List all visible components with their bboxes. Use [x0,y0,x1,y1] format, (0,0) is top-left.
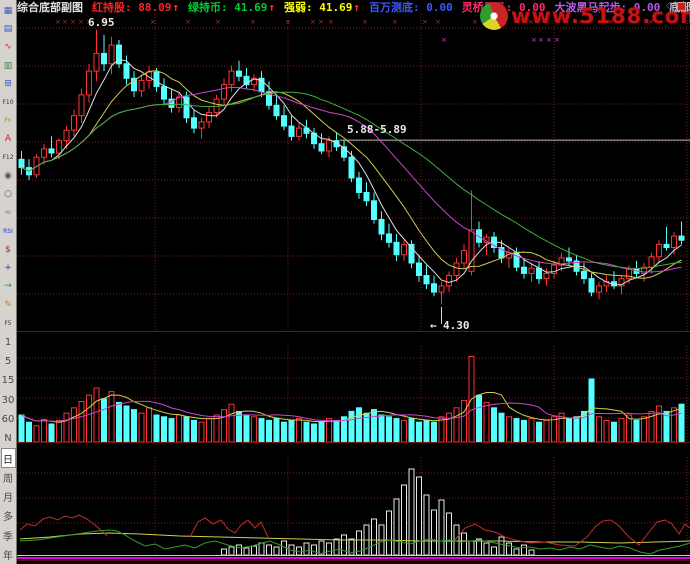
svg-text:×: × [441,36,447,44]
svg-text:×: × [578,18,584,26]
volume-chart[interactable] [17,346,690,442]
svg-text:×: × [435,18,441,26]
money-icon[interactable]: $ [5,244,11,255]
bottom-indicator-chart[interactable] [17,457,690,555]
svg-text:×: × [328,18,334,26]
annotation-neckline-price: 5.88-5.89 [347,123,407,136]
period-button-15[interactable]: 15 [1,375,15,387]
svg-text:×: × [554,36,560,44]
green-arrow-icon[interactable]: → [4,281,12,292]
red-hold-stock: 红持股: 88.09↑ [92,1,179,14]
svg-text:×: × [520,18,526,26]
period-button-季[interactable]: 季 [3,531,13,543]
svg-text:×: × [70,18,76,26]
svg-text:×: × [318,18,324,26]
amount-icon[interactable]: A [4,134,12,145]
svg-text:×: × [648,18,654,26]
svg-text:×: × [215,18,221,26]
period-button-1[interactable]: 1 [4,336,12,348]
bottom-divider-white [17,555,690,556]
period-button-30[interactable]: 30 [1,394,15,406]
move-cross-icon[interactable]: + [4,262,12,273]
watermark-text: www.5188.com [511,3,690,28]
period-button-多[interactable]: 多 [3,512,13,524]
diamond-icon[interactable]: ◇ [666,1,673,11]
main-candlestick-chart[interactable]: × × × × × × × × × × × × × × × × × × × × × × × × × ×× × × × × 6.95 5.8… [17,14,690,331]
svg-text:×: × [185,18,191,26]
svg-text:×: × [546,36,552,44]
svg-text:×: × [362,18,368,26]
grid-view-icon[interactable]: ▤ [3,24,13,35]
period-button-年[interactable]: 年 [3,550,13,562]
svg-text:×: × [608,18,614,26]
svg-text:×: × [150,18,156,26]
wave-doc-icon[interactable]: ≈ [4,207,12,218]
strength-value: 强弱: 41.69↑ [283,1,360,14]
svg-text:×: × [310,18,316,26]
annotation-low-price: 4.30 [443,319,470,331]
svg-text:×: × [86,18,92,26]
svg-text:×: × [62,18,68,26]
f10-info-icon[interactable]: F10 [2,99,14,107]
green-hold-cash: 绿持币: 41.69↑ [187,1,275,14]
period-button-月[interactable]: 月 [3,493,13,505]
magnifier-icon[interactable]: ○ [4,189,12,200]
sidebar-toolbar: ▦ ▤ ∿ ▥ ⊞ F10 Fn A F12 ◉ ○ ≈ RSI $ + → ✎ F5 1 5 15 30 60 N 日周月多季… [0,0,17,564]
f5-refresh-icon[interactable]: F5 [4,319,12,327]
pencil-icon[interactable]: ✎ [4,299,12,310]
svg-text:×: × [538,36,544,44]
bottom-divider-dark [17,560,690,561]
analysis-icon[interactable]: ◉ [4,171,12,182]
panel-separator [17,331,690,332]
svg-text:×: × [531,36,537,44]
svg-text:×: × [250,18,256,26]
period-button-周[interactable]: 周 [3,473,13,485]
trend-line-icon[interactable]: ∿ [4,42,12,53]
svg-text:×: × [78,18,84,26]
bottom-divider-magenta [17,557,690,559]
close-icon[interactable] [677,1,686,11]
watermark: www.5188.com [480,0,690,31]
panel-separator [17,442,690,443]
svg-text:×: × [628,18,634,26]
dabo-dark-horse-start: 大波黑马起步: 0.00 [554,1,661,14]
svg-text:×: × [528,18,534,26]
pinwheel-logo-icon [480,1,508,30]
multi-window-icon[interactable]: ⊞ [4,79,12,90]
million-bottom: 百万测底: 0.00 [368,1,453,14]
svg-text:×: × [472,18,478,26]
up-arrow-icon: ↑ [172,1,179,14]
svg-text:×: × [545,18,551,26]
window-controls: ◇ [666,1,686,11]
f12-trade-icon[interactable]: F12 [2,154,14,162]
period-button-5[interactable]: 5 [4,356,12,368]
fn-panel-icon[interactable]: Fn [4,117,12,125]
period-button-60[interactable]: 60 [1,413,15,425]
annotation-peak-price: 6.95 [88,16,115,29]
annotation-low-arrow: ← [430,319,437,331]
svg-text:×: × [392,18,398,26]
svg-text:×: × [100,18,106,26]
svg-text:×: × [285,18,291,26]
svg-text:×: × [55,18,61,26]
quote-view-icon[interactable]: ▦ [3,5,13,16]
period-button-N[interactable]: N [4,433,12,445]
sub-indicator-name: 综合底部副图 [17,1,83,14]
kline-chart-icon[interactable]: ▥ [3,60,13,71]
period-button-日[interactable]: 日 [0,448,16,468]
up-arrow-icon: ↑ [353,1,360,14]
up-arrow-icon: ↑ [268,1,275,14]
rsi-icon[interactable]: RSI [3,227,13,235]
svg-text:×: × [422,18,428,26]
